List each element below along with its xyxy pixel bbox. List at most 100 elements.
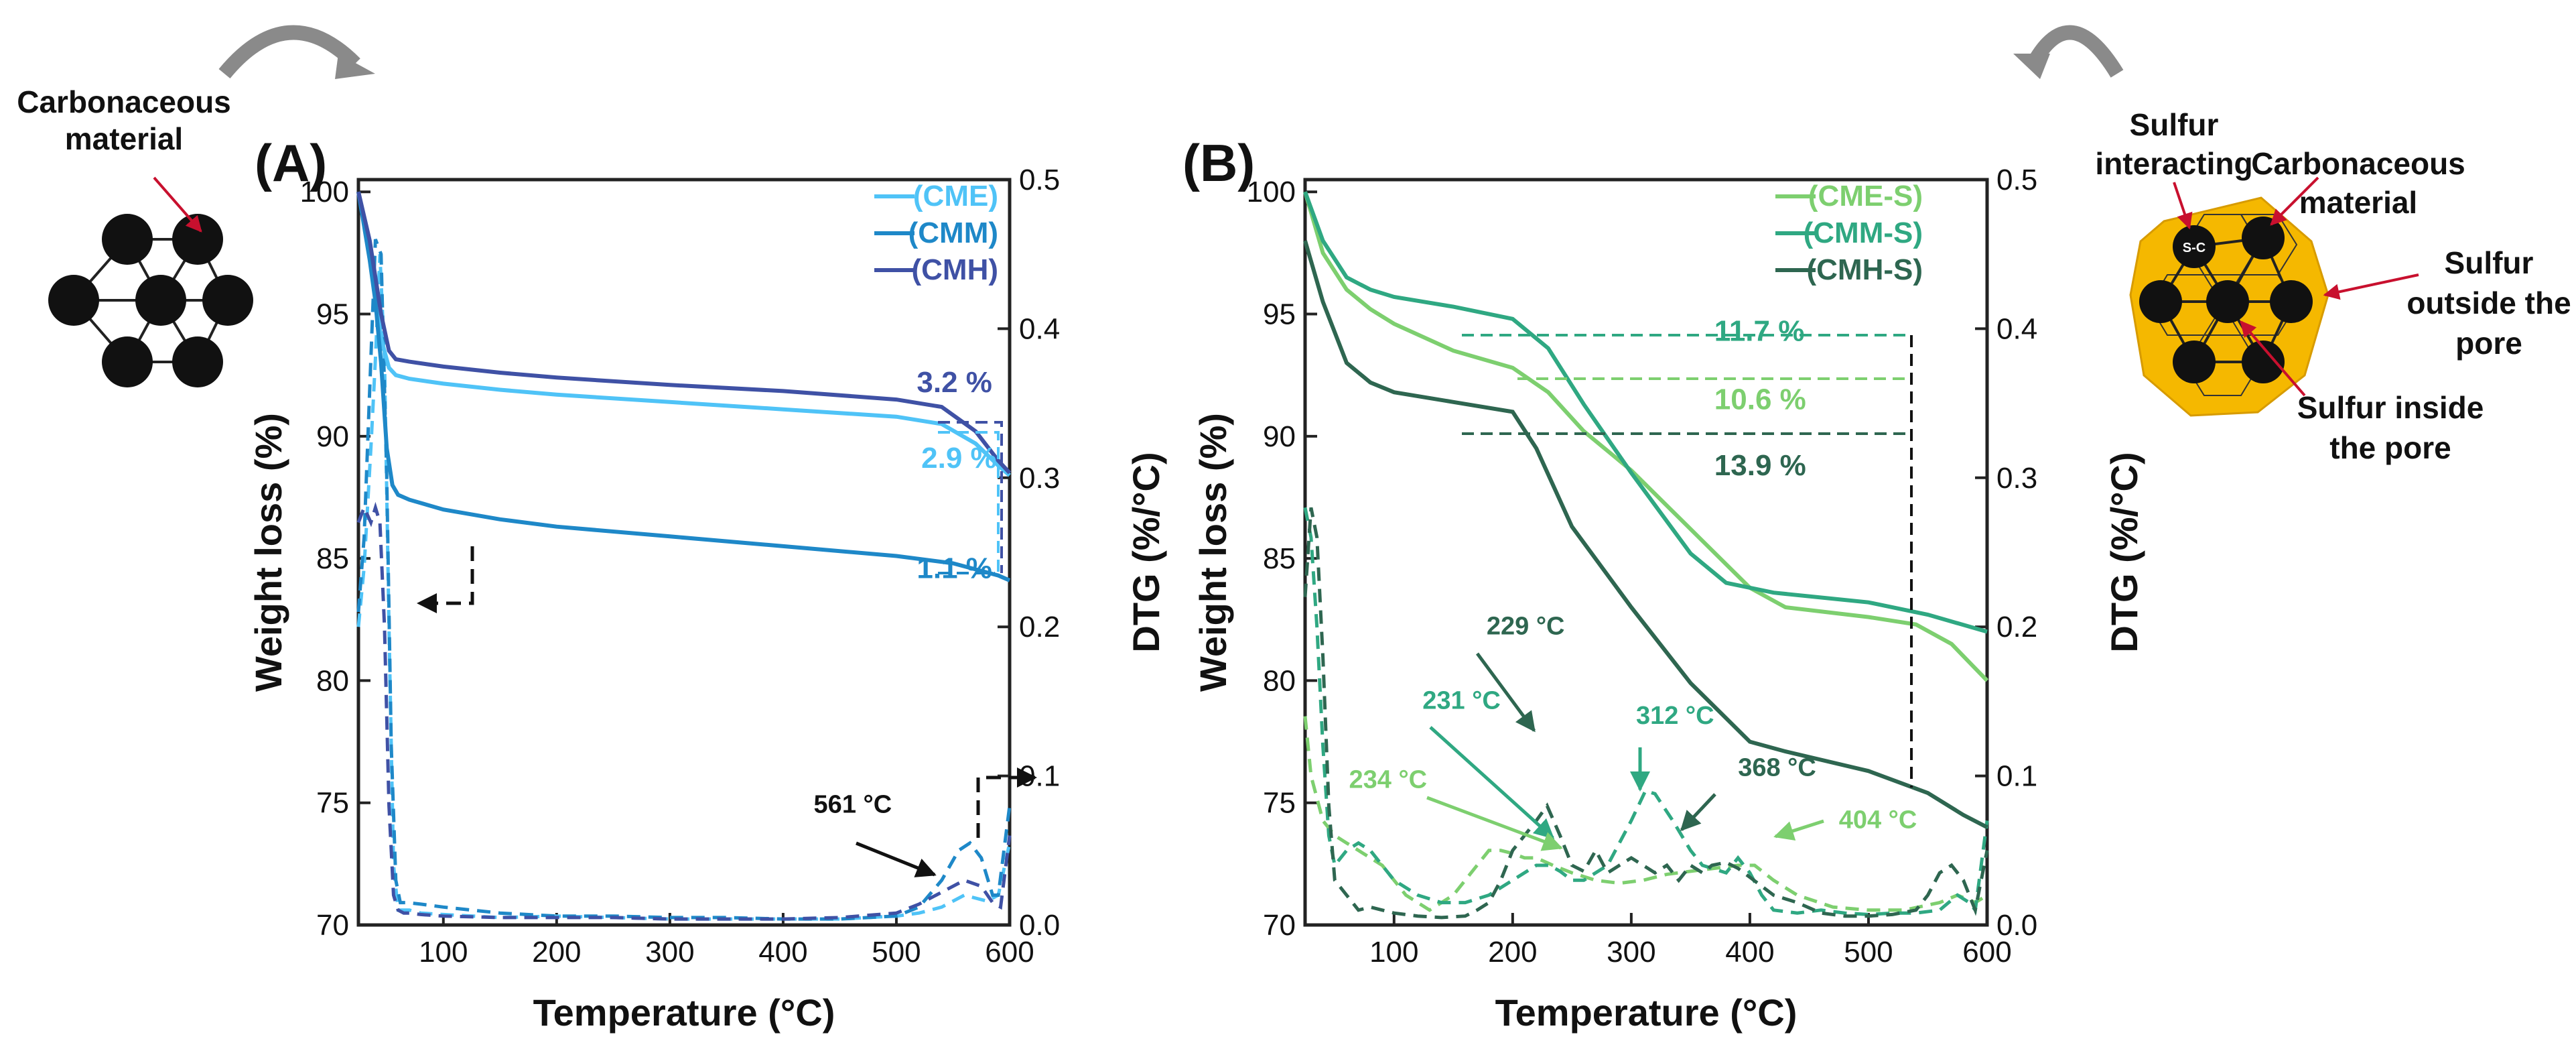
label-sulfur-outside-1: Sulfur xyxy=(2445,245,2534,280)
arrow-231 xyxy=(1429,726,1555,840)
y-tick-label: 75 xyxy=(316,787,349,820)
panel-label-a: (A) xyxy=(255,133,327,192)
axis-arrow-right-a xyxy=(976,767,1037,838)
left-label-line-2: material xyxy=(65,121,183,156)
dtg-line xyxy=(1303,716,1988,912)
x-tick-label: 100 xyxy=(419,936,468,969)
temperature-annotation: 234 °C xyxy=(1349,765,1428,794)
plot-frame-b xyxy=(1303,178,1989,927)
annotation: 2.9 % xyxy=(921,442,997,475)
annotations-b: 11.7 % 10.6 % 13.9 % 229 °C 231 °C 312 °C 368 … xyxy=(1349,315,1917,834)
dtg-line xyxy=(356,239,1012,921)
x-tick-label: 500 xyxy=(1844,936,1893,969)
label-sulfur-interacting-1: Sulfur xyxy=(2130,107,2219,142)
chart-panel-b: (B) Weight loss (%) DTG (%/°C) Temperatu… xyxy=(1182,133,2145,1034)
x-axis-label-a: Temperature (°C) xyxy=(533,991,835,1034)
dtg-line xyxy=(356,501,1012,921)
carbon-atoms-right xyxy=(2139,216,2313,383)
y-tick-label: 90 xyxy=(1263,420,1296,453)
x-tick-label: 600 xyxy=(985,936,1034,969)
legend-entry: (CMH) xyxy=(911,253,998,286)
legend-entry: (CMM-S) xyxy=(1804,216,1923,249)
x-tick-label: 500 xyxy=(872,936,921,969)
weight-loss-line xyxy=(1303,191,1988,634)
ticks-a xyxy=(358,178,1011,926)
chart-panel-a: (A) Weight loss (%) DTG (%/°C) Temperatu… xyxy=(247,133,1167,1034)
y2-tick-label: 0.2 xyxy=(1019,611,1060,643)
legend-a: (CME) (CMM) (CMH) xyxy=(874,180,998,286)
x-tick-label: 100 xyxy=(1369,936,1418,969)
y-tick-label: 85 xyxy=(1263,542,1296,575)
y-tick-label: 85 xyxy=(316,542,349,575)
top-curved-arrow-left xyxy=(218,25,375,79)
left-label-line-1: Carbonaceous xyxy=(17,84,231,119)
y2-tick-label: 0.3 xyxy=(1996,462,2037,495)
percent-annotation: 11.7 % xyxy=(1714,315,1805,348)
axis-arrow-left-a xyxy=(417,546,474,613)
x-tick-label: 200 xyxy=(1488,936,1537,969)
y2-tick-label: 0.4 xyxy=(1019,312,1060,345)
temperature-annotation: 404 °C xyxy=(1839,806,1917,834)
arrow-368 xyxy=(1680,793,1716,832)
percent-annotation: 13.9 % xyxy=(1714,449,1806,482)
legend-entry: (CMH-S) xyxy=(1806,253,1923,286)
y-tick-label: 95 xyxy=(316,298,349,331)
annotation: 3.2 % xyxy=(917,366,992,399)
dtg-line xyxy=(1303,507,1989,916)
label-sulfur-interacting-2: interacting xyxy=(2095,146,2252,181)
left-illustration: Carbonaceous material xyxy=(17,84,253,387)
tick-labels-a: 100 200 300 400 500 600 70 75 80 85 90 95 100 0.0 0.1 0… xyxy=(300,164,1061,969)
arrow-561 xyxy=(856,841,937,877)
tick-labels-b: 100 200 300 400 500 600 70 75 80 85 90 95 100 0.0 0.1 0… xyxy=(1247,164,2038,969)
y-tick-label: 75 xyxy=(1263,787,1296,820)
y2-axis-label-b: DTG (%/°C) xyxy=(2103,452,2145,652)
y-tick-label: 70 xyxy=(1263,909,1296,942)
legend-entry: (CME-S) xyxy=(1808,180,1923,212)
y2-tick-label: 0.5 xyxy=(1019,164,1060,196)
dtg-line xyxy=(1303,507,1989,920)
arrow-234 xyxy=(1426,796,1563,851)
weight-loss-line xyxy=(1303,191,1989,682)
dtg-line xyxy=(356,254,1012,921)
y-tick-label: 100 xyxy=(1247,176,1296,208)
guide-cmh xyxy=(938,421,1003,573)
arrow-404 xyxy=(1773,819,1824,841)
red-pointer-inside xyxy=(2240,320,2306,397)
y-tick-label: 100 xyxy=(300,176,349,208)
y-tick-label: 80 xyxy=(1263,664,1296,697)
y-tick-label: 80 xyxy=(316,664,349,697)
legend-b: (CME-S) (CMM-S) (CMH-S) xyxy=(1775,180,1923,286)
y-axis-label-a: Weight loss (%) xyxy=(247,413,289,692)
weight-loss-line xyxy=(356,191,1012,475)
right-illustration: S-C Sulfur interacting Carbonaceous mate… xyxy=(2095,107,2571,465)
dtg-lines-b xyxy=(1303,507,1989,920)
annotations-a: 3.2 % 2.9 % 1.1 % 561 °C xyxy=(814,366,997,818)
plot-frame-a xyxy=(356,178,1012,927)
annotation: 1.1 % xyxy=(917,552,992,584)
red-pointer-interacting xyxy=(2173,182,2193,230)
label-sulfur-outside-2: outside the xyxy=(2406,286,2571,320)
y2-tick-label: 0.0 xyxy=(1996,909,2037,942)
y-tick-label: 90 xyxy=(316,420,349,453)
label-sulfur-outside-3: pore xyxy=(2455,326,2522,361)
y-axis-label-b: Weight loss (%) xyxy=(1192,413,1234,692)
guides-a xyxy=(417,421,1037,877)
y2-tick-label: 0.5 xyxy=(1996,164,2037,196)
legend-entry: (CMM) xyxy=(908,216,998,249)
label-sulfur-inside-1: Sulfur inside xyxy=(2297,390,2484,425)
temperature-annotation: 368 °C xyxy=(1738,754,1816,782)
x-tick-label: 400 xyxy=(1725,936,1774,969)
x-tick-label: 200 xyxy=(532,936,581,969)
annotation: 561 °C xyxy=(814,790,892,818)
label-sulfur-inside-2: the pore xyxy=(2329,430,2451,465)
guides-b xyxy=(1426,334,1913,851)
label-carbonaceous-1: Carbonaceous xyxy=(2251,146,2465,181)
top-curved-arrow-right xyxy=(2013,25,2124,79)
red-pointer-arrow-left xyxy=(153,176,202,233)
y2-tick-label: 0.3 xyxy=(1019,462,1060,495)
weight-loss-lines-b xyxy=(1303,191,1989,829)
weight-loss-line xyxy=(356,191,1011,582)
y2-tick-label: 0.1 xyxy=(1019,760,1060,793)
y2-axis-label-a: DTG (%/°C) xyxy=(1125,452,1167,652)
